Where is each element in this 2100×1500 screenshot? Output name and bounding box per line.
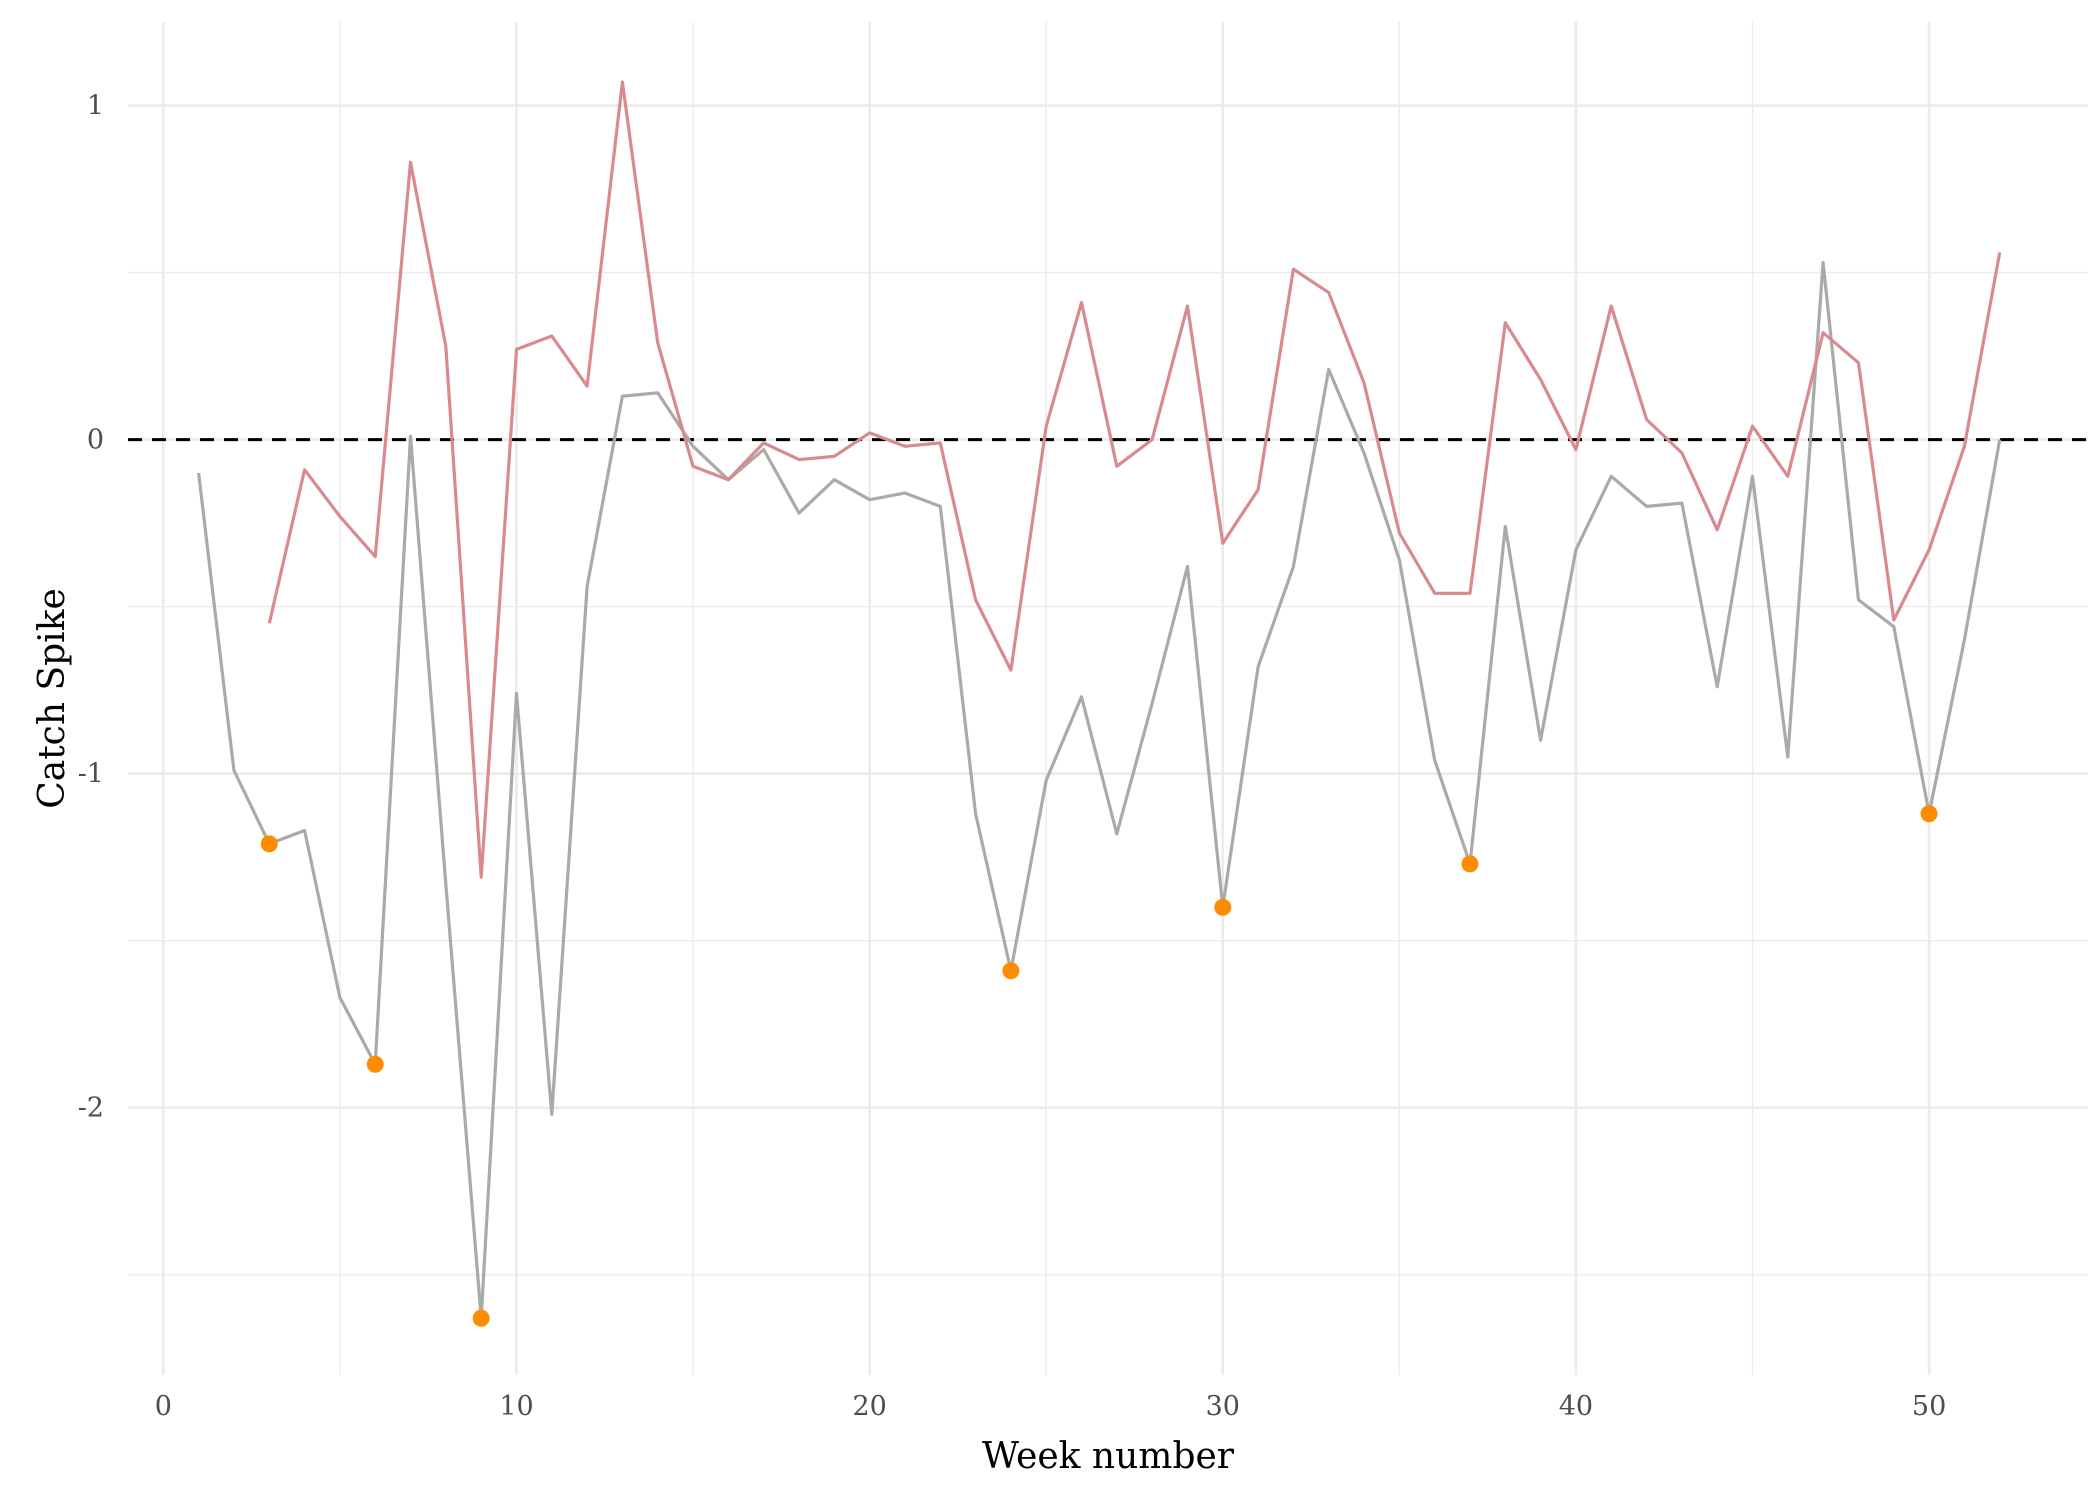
x-axis-tick-labels: 0 10 20 30 40 50 [155, 1391, 1947, 1422]
x-tick-label: 40 [1559, 1391, 1593, 1422]
y-tick-label: -1 [78, 759, 104, 790]
highlight-point [1461, 855, 1479, 873]
highlight-point [1002, 962, 1020, 980]
highlight-points [260, 805, 1938, 1327]
series-lines [197, 80, 2002, 1320]
x-tick-label: 30 [1206, 1391, 1240, 1422]
x-tick-label: 50 [1912, 1391, 1946, 1422]
x-tick-label: 20 [852, 1391, 886, 1422]
series-line-1 [197, 260, 2002, 1320]
y-axis-tick-labels: -2 -1 0 1 [78, 91, 104, 1124]
highlight-point [260, 835, 278, 853]
series-line-2 [267, 80, 2002, 879]
y-axis-title: Catch Spike [32, 588, 73, 809]
y-tick-label: -2 [78, 1093, 104, 1124]
x-tick-label: 10 [499, 1391, 533, 1422]
major-gridlines [128, 22, 2088, 1375]
x-axis-title: Week number [982, 1436, 1235, 1477]
y-tick-label: 0 [87, 425, 104, 456]
y-tick-label: 1 [87, 91, 104, 122]
highlight-point [472, 1309, 490, 1327]
highlight-point [366, 1055, 384, 1073]
highlight-point [1920, 805, 1938, 823]
highlight-point [1214, 898, 1232, 916]
minor-gridlines [128, 22, 2088, 1375]
x-tick-label: 0 [155, 1391, 172, 1422]
